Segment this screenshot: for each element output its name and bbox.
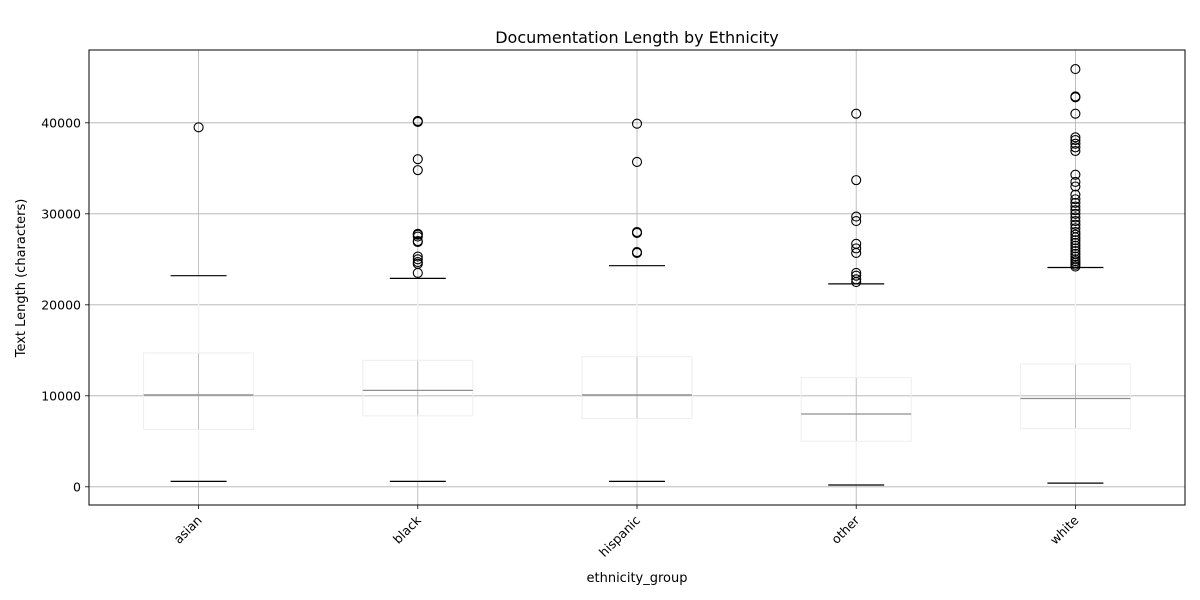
box-other <box>800 108 912 486</box>
box-hispanic <box>581 118 693 482</box>
outlier-point <box>412 228 423 239</box>
outlier-point <box>1070 201 1081 212</box>
outlier-point <box>412 254 423 265</box>
outlier-point <box>851 274 862 285</box>
outlier-point <box>1070 205 1081 216</box>
outlier-point <box>851 243 862 254</box>
y-tick-label: 20000 <box>41 297 81 312</box>
outlier-point <box>1070 240 1081 251</box>
outlier-point <box>412 165 423 176</box>
x-axis-label: ethnicity_group <box>587 571 688 586</box>
box-black <box>362 115 474 482</box>
box-asian <box>143 122 255 482</box>
outlier-point <box>851 211 862 222</box>
outlier-point <box>1070 219 1081 230</box>
iqr-box <box>143 352 255 430</box>
outlier-point <box>1070 216 1081 227</box>
outlier-point <box>412 251 423 262</box>
outlier-point <box>851 175 862 186</box>
chart-title: Documentation Length by Ethnicity <box>495 28 779 47</box>
outlier-point <box>1070 251 1081 262</box>
box-white <box>1019 64 1131 484</box>
outlier-point <box>631 118 643 129</box>
y-axis-label: Text Length (characters) <box>14 199 29 359</box>
outlier-point <box>1070 243 1081 254</box>
outlier-point <box>1070 189 1081 200</box>
outlier-point <box>851 216 862 227</box>
outlier-point <box>1070 142 1081 153</box>
outlier-point <box>851 270 862 281</box>
outlier-point <box>1070 135 1081 146</box>
outlier-point <box>1070 254 1081 265</box>
outlier-point <box>412 236 423 247</box>
outlier-point <box>851 238 862 249</box>
outlier-point <box>1070 229 1081 240</box>
y-tick-label: 0 <box>73 479 81 494</box>
outlier-point <box>1070 223 1081 234</box>
y-tick-label: 40000 <box>41 115 81 130</box>
outlier-point <box>631 226 643 238</box>
iqr-box <box>800 377 912 442</box>
outlier-point <box>1070 108 1081 119</box>
outlier-point <box>851 267 862 279</box>
outlier-point <box>1070 197 1081 208</box>
outlier-point <box>412 256 423 268</box>
outlier-point <box>851 108 862 119</box>
y-tick-label: 30000 <box>41 206 81 221</box>
outlier-point <box>1070 246 1081 257</box>
outlier-point <box>1070 176 1081 187</box>
outlier-point <box>1070 64 1081 75</box>
outlier-point <box>1070 248 1081 259</box>
outlier-point <box>631 246 643 258</box>
outlier-point <box>1070 145 1081 157</box>
outlier-point <box>1070 91 1081 102</box>
iqr-box <box>581 356 693 420</box>
outlier-point <box>412 115 423 127</box>
outlier-point <box>1070 226 1081 238</box>
iqr-box <box>362 359 474 417</box>
outlier-point <box>1070 132 1081 143</box>
outlier-point <box>412 154 423 165</box>
outlier-point <box>193 122 204 133</box>
outlier-point <box>631 156 643 167</box>
outlier-point <box>1070 235 1081 246</box>
outlier-point <box>1070 169 1081 180</box>
outlier-point <box>1070 237 1081 248</box>
box-layer <box>143 64 1131 486</box>
outlier-point <box>1070 208 1081 219</box>
outlier-point <box>1070 212 1081 223</box>
outlier-point <box>1070 138 1081 149</box>
outlier-point <box>1070 181 1081 192</box>
iqr-box <box>1019 363 1131 430</box>
y-tick-label: 10000 <box>41 388 81 403</box>
outlier-point <box>1070 194 1081 205</box>
